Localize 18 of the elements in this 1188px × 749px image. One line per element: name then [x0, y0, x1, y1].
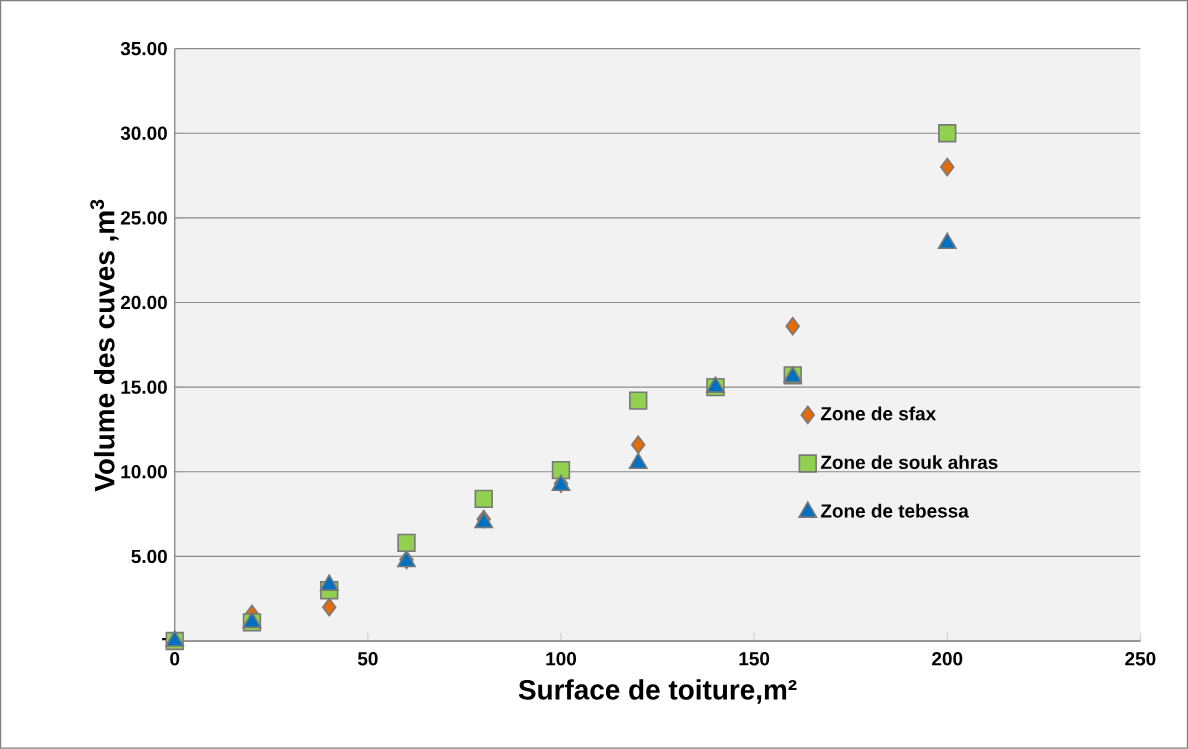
x-tick-label: 50 — [357, 652, 378, 666]
x-tick-label: 0 — [170, 652, 180, 666]
y-tick-label: 10.00 — [121, 465, 167, 479]
legend-label: Zone de tebessa — [820, 503, 969, 518]
x-tick-label: 150 — [739, 652, 770, 666]
y-tick-label: 20.00 — [120, 295, 167, 310]
y-tick-label: 5.00 — [131, 549, 167, 564]
y-tick-label: 35.00 — [120, 42, 167, 56]
legend-label: Zone de sfax — [820, 406, 937, 421]
legend-label: Zone de souk ahras — [820, 455, 998, 470]
y-tick-label: 30.00 — [120, 126, 167, 141]
x-tick-label: 200 — [932, 652, 963, 666]
y-tick-label: 15.00 — [121, 380, 167, 394]
y-tick-label: 25.00 — [120, 211, 167, 225]
x-tick-label: 250 — [1125, 652, 1156, 666]
x-axis-title: Surface de toiture,m² — [518, 679, 797, 704]
x-tick-label: 100 — [546, 652, 576, 666]
y-axis-title: Volume des cuves ,m$^{3}$ — [90, 199, 119, 492]
